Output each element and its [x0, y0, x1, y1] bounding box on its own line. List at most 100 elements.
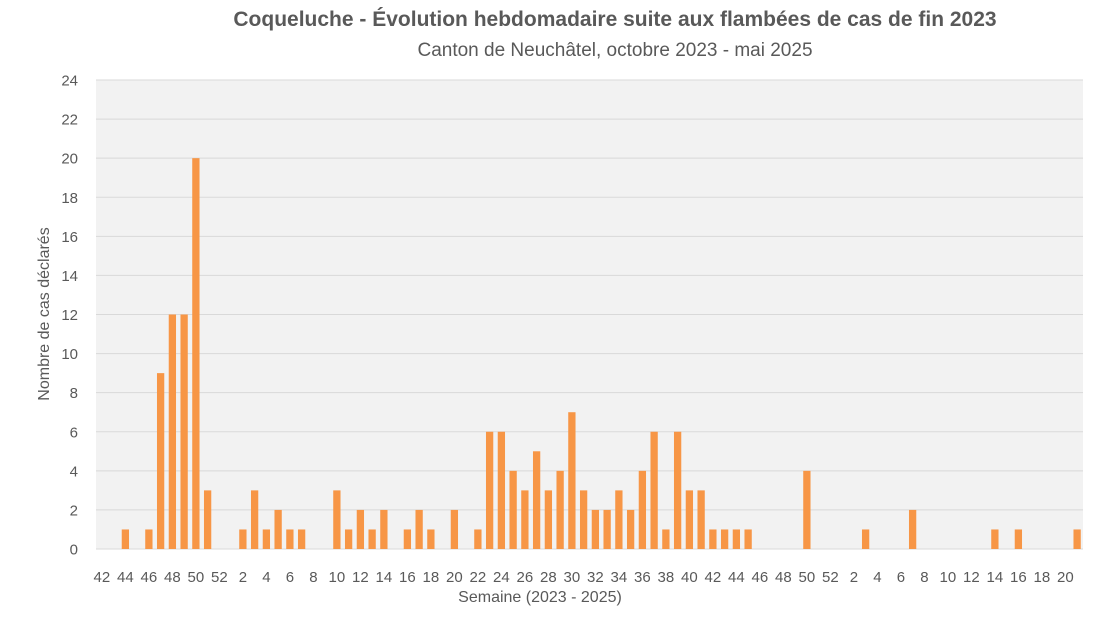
- bar: [626, 509, 635, 549]
- bar: [180, 314, 188, 549]
- x-tick-label: 22: [470, 569, 487, 586]
- bar: [474, 529, 482, 549]
- x-tick-label: 6: [897, 569, 905, 586]
- x-axis-label: Semaine (2023 - 2025): [458, 589, 622, 606]
- y-tick-label: 6: [70, 424, 78, 441]
- x-tick-label: 12: [963, 569, 980, 586]
- bar: [568, 412, 576, 549]
- y-tick-label: 16: [61, 229, 78, 246]
- x-tick-label: 46: [141, 569, 158, 586]
- x-tick-label: 2: [239, 569, 247, 586]
- x-tick-labels: 42 44 46 48 50 52 2 4 6 8 10 12 14 16 18 20 22 24 26 28 30 32…: [94, 569, 1074, 586]
- bar: [556, 470, 564, 549]
- bar: [156, 373, 165, 550]
- x-tick-label: 10: [940, 569, 957, 586]
- bar: [145, 529, 153, 549]
- bar: [615, 490, 623, 550]
- x-tick-label: 26: [517, 569, 534, 586]
- bar: [368, 529, 376, 549]
- x-tick-label: 36: [634, 569, 651, 586]
- bar: [121, 529, 130, 549]
- bar: [532, 451, 541, 549]
- y-tick-label: 22: [61, 112, 78, 129]
- bars: [121, 158, 1081, 550]
- bar: [732, 529, 741, 549]
- x-tick-label: 50: [799, 569, 816, 586]
- bar: [673, 431, 682, 549]
- bar: [192, 158, 200, 550]
- bar: [697, 490, 705, 550]
- x-tick-label: 38: [658, 569, 675, 586]
- bar: [286, 529, 294, 549]
- bar: [1014, 529, 1023, 549]
- x-tick-label: 16: [1010, 569, 1027, 586]
- bar: [709, 529, 717, 549]
- bar: [650, 431, 658, 549]
- x-tick-label: 6: [286, 569, 294, 586]
- bar: [509, 470, 517, 549]
- bar: [380, 509, 388, 549]
- bar: [544, 490, 553, 550]
- x-tick-label: 18: [1034, 569, 1051, 586]
- x-tick-label: 10: [329, 569, 346, 586]
- y-tick-label: 0: [70, 542, 78, 559]
- gridlines: [96, 79, 1083, 550]
- bar: [803, 470, 811, 549]
- bar: [262, 529, 271, 549]
- bar: [591, 509, 600, 549]
- bar: [579, 490, 588, 550]
- x-tick-label: 34: [611, 569, 628, 586]
- bar: [638, 470, 647, 549]
- chart-title: Coqueluche - Évolution hebdomadaire suit…: [233, 8, 997, 31]
- y-tick-label: 4: [70, 463, 78, 480]
- bar: [485, 431, 494, 549]
- y-tick-label: 10: [61, 346, 78, 363]
- bar: [1073, 529, 1081, 549]
- x-tick-label: 4: [873, 569, 881, 586]
- bar: [344, 529, 353, 549]
- x-tick-label: 42: [94, 569, 111, 586]
- x-tick-label: 8: [309, 569, 317, 586]
- x-tick-label: 12: [352, 569, 369, 586]
- x-tick-label: 44: [117, 569, 134, 586]
- x-tick-label: 46: [752, 569, 769, 586]
- bar: [497, 431, 506, 549]
- y-tick-label: 18: [61, 190, 78, 207]
- y-tick-label: 14: [61, 268, 78, 285]
- x-tick-label: 42: [705, 569, 722, 586]
- bar: [250, 490, 259, 550]
- y-tick-label: 12: [61, 307, 78, 324]
- bar: [239, 529, 247, 549]
- x-tick-label: 32: [587, 569, 604, 586]
- x-tick-label: 52: [822, 569, 839, 586]
- bar: [991, 529, 999, 549]
- bar: [720, 529, 729, 549]
- x-tick-label: 40: [681, 569, 698, 586]
- bar: [403, 529, 412, 549]
- bar: [521, 490, 529, 550]
- bar: [415, 509, 423, 549]
- bar: [297, 529, 306, 549]
- x-tick-label: 2: [850, 569, 858, 586]
- x-tick-label: 20: [1057, 569, 1074, 586]
- bar: [908, 509, 917, 549]
- bar: [861, 529, 870, 549]
- bar: [603, 509, 611, 549]
- x-tick-label: 50: [188, 569, 205, 586]
- x-tick-label: 8: [920, 569, 928, 586]
- bar: [203, 490, 212, 550]
- x-tick-label: 28: [540, 569, 557, 586]
- bar: [356, 509, 365, 549]
- chart-subtitle: Canton de Neuchâtel, octobre 2023 - mai …: [417, 40, 813, 61]
- bar: [427, 529, 435, 549]
- y-tick-label: 20: [61, 151, 78, 168]
- x-tick-label: 30: [564, 569, 581, 586]
- bar: [450, 509, 459, 549]
- bar: [662, 529, 670, 549]
- x-tick-label: 24: [493, 569, 510, 586]
- y-axis-label: Nombre de cas déclarés: [36, 227, 53, 400]
- x-tick-label: 16: [399, 569, 416, 586]
- x-tick-label: 18: [423, 569, 440, 586]
